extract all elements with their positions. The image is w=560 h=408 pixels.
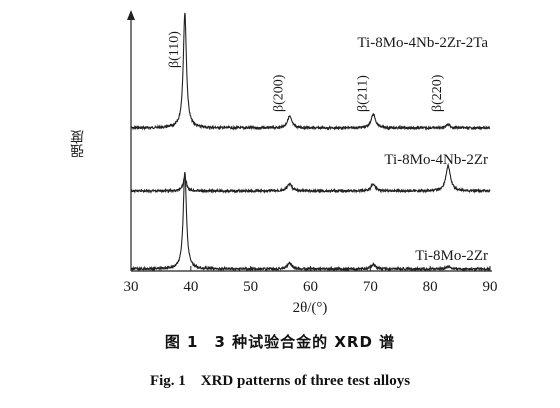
chart-traces: [130, 12, 491, 273]
chart-axes: 30 40 50 60 70 80 90 2θ/(°): [124, 10, 498, 316]
series-line-0: [130, 12, 491, 131]
x-tick-label: 90: [483, 279, 498, 295]
series-label: Ti-8Mo-4Nb-2Zr: [384, 152, 488, 168]
figure-caption-english: Fig. 1 XRD patterns of three test alloys: [149, 373, 411, 389]
y-axis-arrow: [127, 10, 135, 20]
x-tick-label: 40: [183, 279, 198, 295]
peak-annotation: β(200): [272, 74, 287, 112]
chart-labels: Ti-8Mo-4Nb-2Zr-2Ta Ti-8Mo-4Nb-2Zr Ti-8Mo-2…: [167, 31, 488, 264]
peak-annotation: β(110): [167, 31, 182, 68]
x-tick-label: 30: [124, 279, 139, 295]
x-tick-label: 70: [363, 279, 378, 295]
series-label: Ti-8Mo-4Nb-2Zr-2Ta: [357, 35, 488, 51]
series-label: Ti-8Mo-2Zr: [415, 248, 488, 264]
x-tick-label: 50: [243, 279, 258, 295]
x-axis-label: 2θ/(°): [293, 300, 328, 316]
peak-annotation: β(220): [430, 74, 445, 112]
x-tick-label: 80: [423, 279, 438, 295]
series-line-2: [130, 171, 491, 273]
peak-annotation: β(211): [355, 75, 370, 112]
x-tick-label: 60: [303, 279, 318, 295]
series-line-1: [130, 162, 491, 194]
figure-caption-chinese: 图 1 3 种试验合金的 XRD 谱: [164, 333, 396, 351]
y-axis-label: 强度: [70, 130, 86, 158]
